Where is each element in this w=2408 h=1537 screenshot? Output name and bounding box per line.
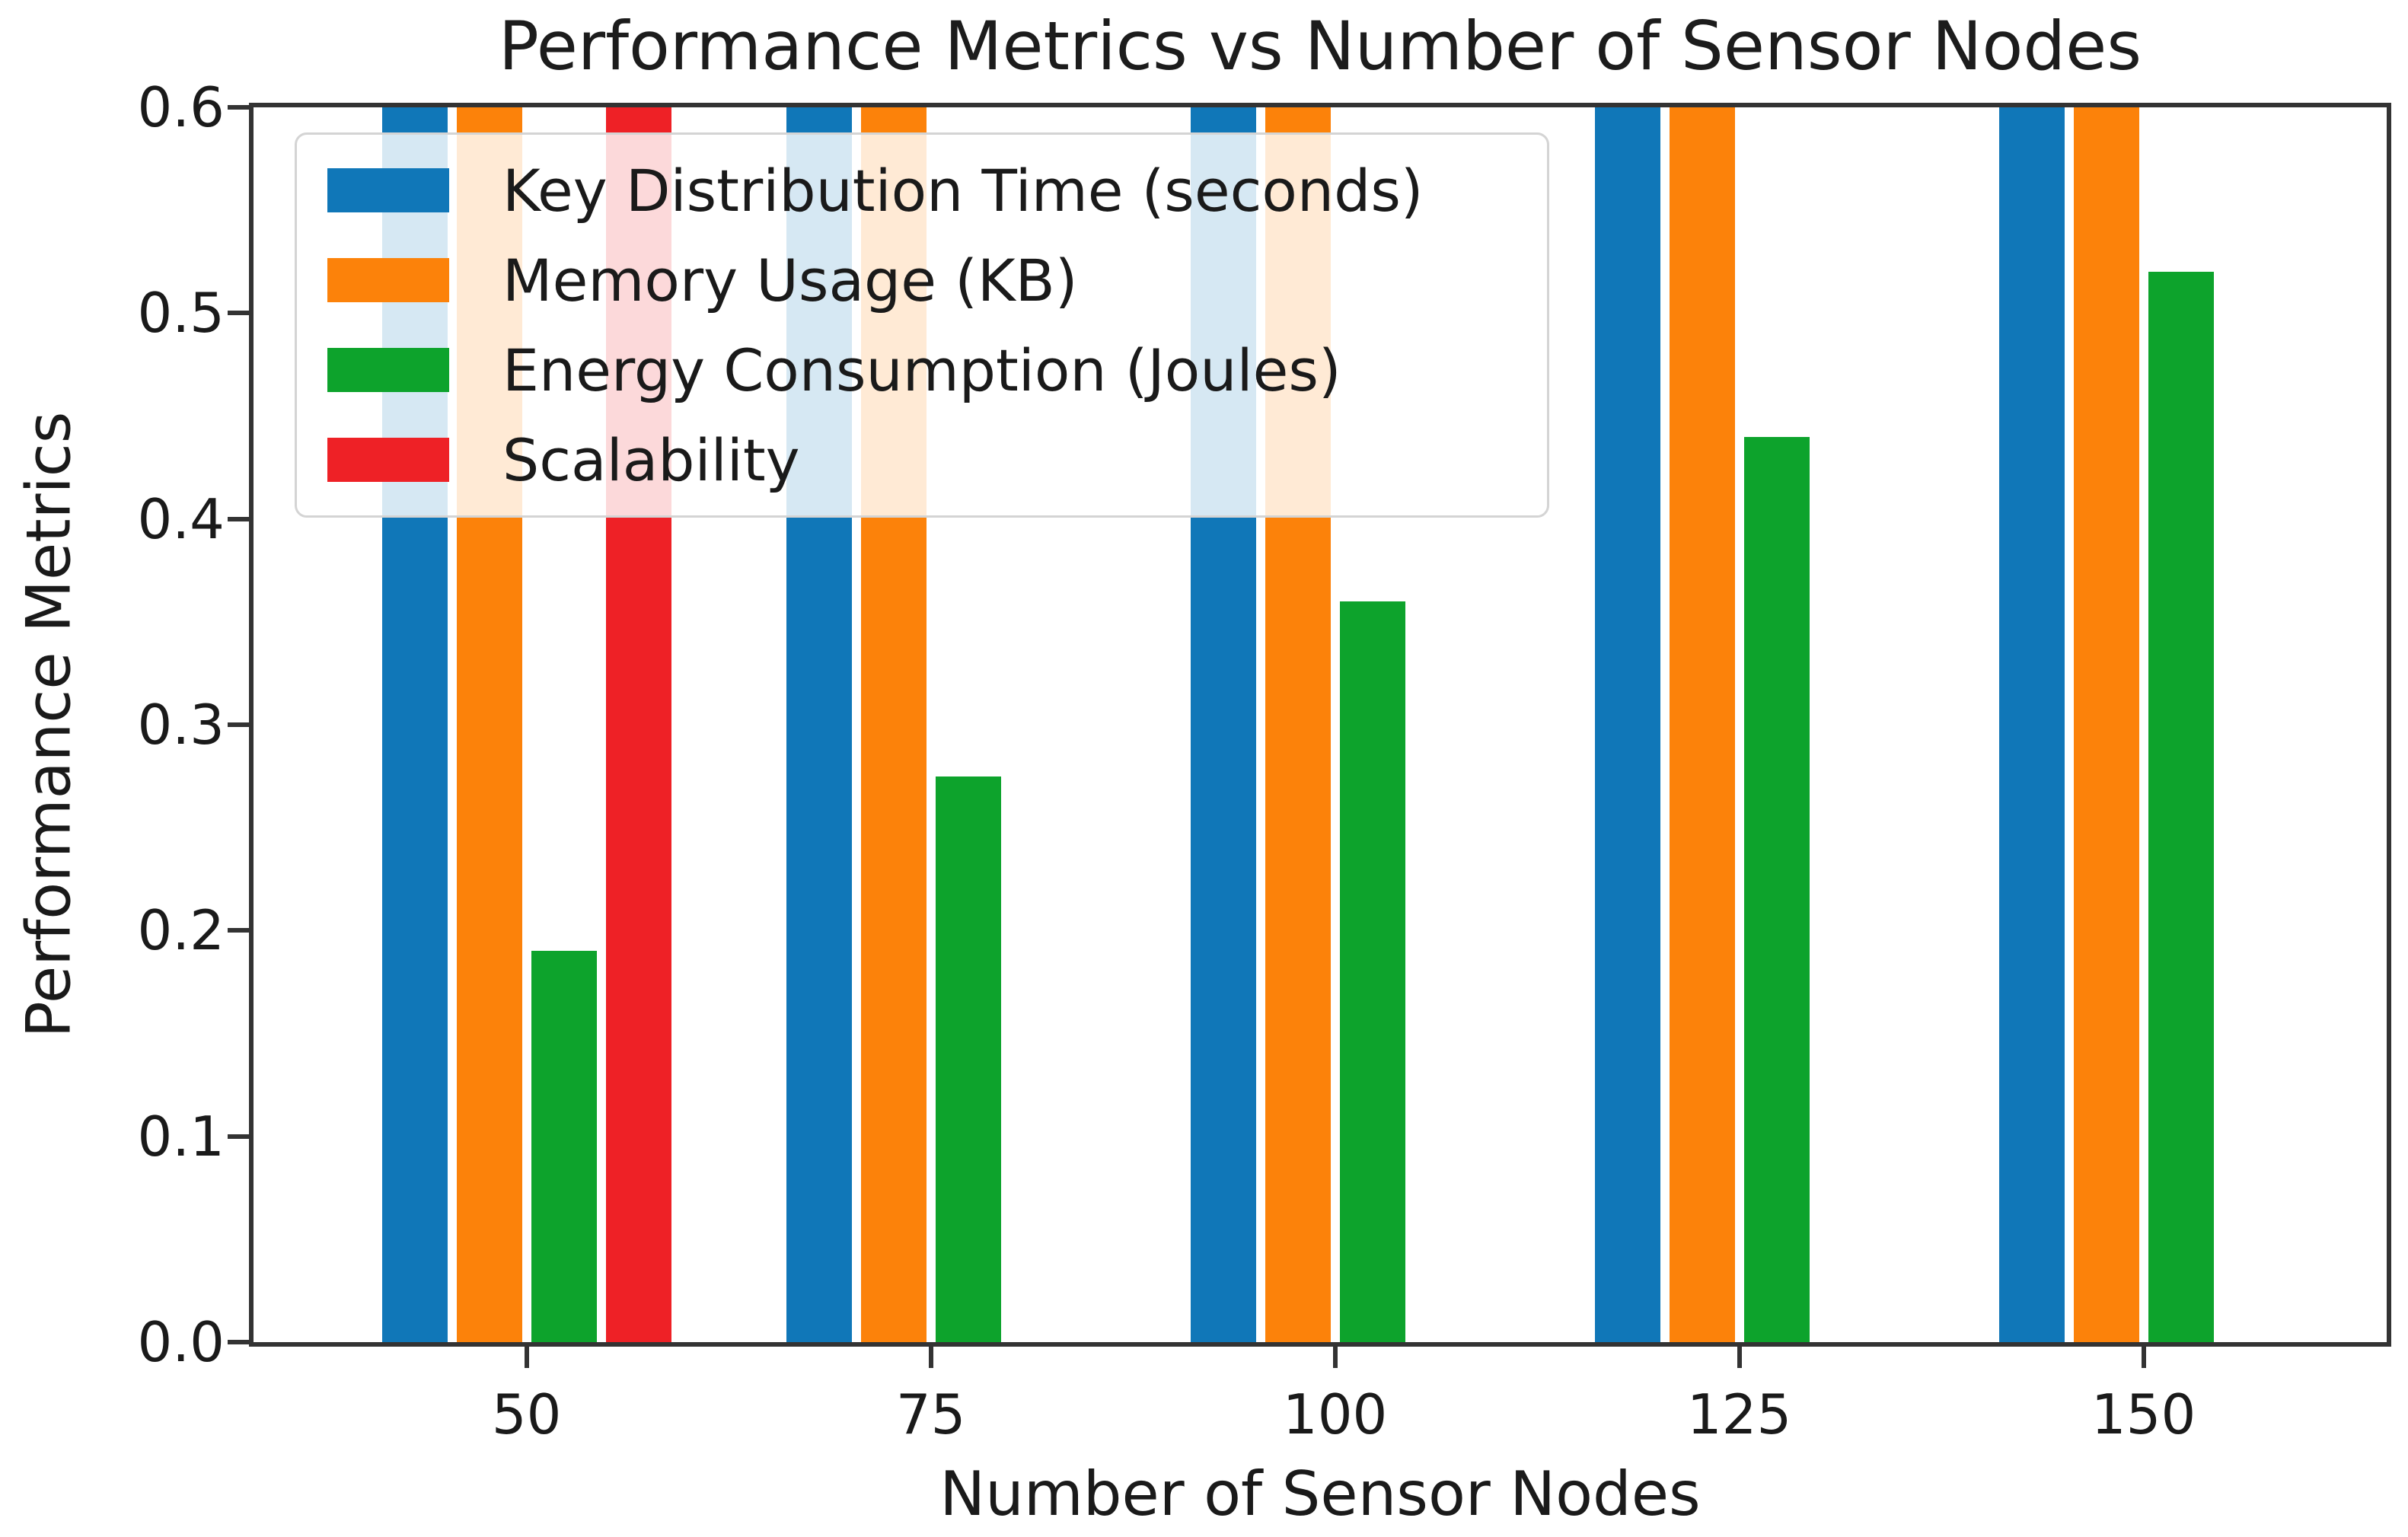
x-tick-mark-100 <box>1332 1347 1338 1368</box>
legend-patch-scalability <box>327 438 449 482</box>
legend-patch-key-distribution-time-seconds <box>327 168 449 212</box>
bar-memory-usage-kb-150 <box>2073 107 2139 1342</box>
bar-energy-consumption-joules-75 <box>935 776 1001 1342</box>
y-tick-mark-0.0 <box>228 1340 249 1344</box>
bar-energy-consumption-joules-50 <box>531 951 597 1342</box>
legend-row-memory-usage-kb: Memory Usage (KB) <box>327 235 1517 325</box>
x-tick-label-125: 125 <box>1686 1382 1792 1446</box>
y-tick-label-0.0: 0.0 <box>137 1310 225 1374</box>
y-tick-label-0.5: 0.5 <box>137 281 225 346</box>
legend-row-energy-consumption-joules: Energy Consumption (Joules) <box>327 325 1517 415</box>
x-tick-mark-150 <box>2141 1347 2146 1368</box>
x-tick-label-50: 50 <box>491 1382 562 1446</box>
legend-patch-memory-usage-kb <box>327 258 449 302</box>
y-tick-mark-0.6 <box>228 105 249 110</box>
y-tick-mark-0.5 <box>228 311 249 316</box>
y-tick-label-0.4: 0.4 <box>137 486 225 551</box>
y-tick-mark-0.1 <box>228 1134 249 1139</box>
chart-title: Performance Metrics vs Number of Sensor … <box>498 7 2142 85</box>
x-tick-mark-50 <box>524 1347 529 1368</box>
bar-key-distribution-time-seconds-150 <box>1998 107 2065 1342</box>
x-tick-mark-125 <box>1737 1347 1742 1368</box>
legend: Key Distribution Time (seconds) Memory Us… <box>295 132 1549 518</box>
legend-row-key-distribution-time-seconds: Key Distribution Time (seconds) <box>327 145 1517 235</box>
y-tick-label-0.1: 0.1 <box>137 1104 225 1169</box>
y-tick-label-0.3: 0.3 <box>137 693 225 757</box>
legend-label-key-distribution-time-seconds: Key Distribution Time (seconds) <box>502 156 1424 225</box>
x-tick-label-150: 150 <box>2091 1382 2196 1446</box>
plot-area: Key Distribution Time (seconds) Memory Us… <box>249 103 2391 1347</box>
bar-memory-usage-kb-125 <box>1669 107 1735 1342</box>
y-axis-label: Performance Metrics <box>13 411 85 1038</box>
legend-label-scalability: Scalability <box>502 426 800 494</box>
x-axis-label: Number of Sensor Nodes <box>939 1459 1701 1529</box>
legend-patch-energy-consumption-joules <box>327 348 449 392</box>
bar-energy-consumption-joules-125 <box>1743 436 1810 1342</box>
x-tick-label-100: 100 <box>1282 1382 1388 1446</box>
y-tick-label-0.2: 0.2 <box>137 898 225 963</box>
bar-key-distribution-time-seconds-125 <box>1594 107 1660 1342</box>
legend-label-memory-usage-kb: Memory Usage (KB) <box>502 246 1078 314</box>
bar-energy-consumption-joules-100 <box>1339 601 1405 1342</box>
bar-energy-consumption-joules-150 <box>2148 272 2214 1342</box>
y-tick-label-0.6: 0.6 <box>137 75 225 139</box>
legend-row-scalability: Scalability <box>327 415 1517 505</box>
y-tick-mark-0.4 <box>228 516 249 521</box>
y-tick-mark-0.2 <box>228 928 249 933</box>
y-tick-mark-0.3 <box>228 722 249 727</box>
x-tick-label-75: 75 <box>895 1382 966 1446</box>
legend-label-energy-consumption-joules: Energy Consumption (Joules) <box>502 336 1341 404</box>
x-tick-mark-75 <box>928 1347 933 1368</box>
